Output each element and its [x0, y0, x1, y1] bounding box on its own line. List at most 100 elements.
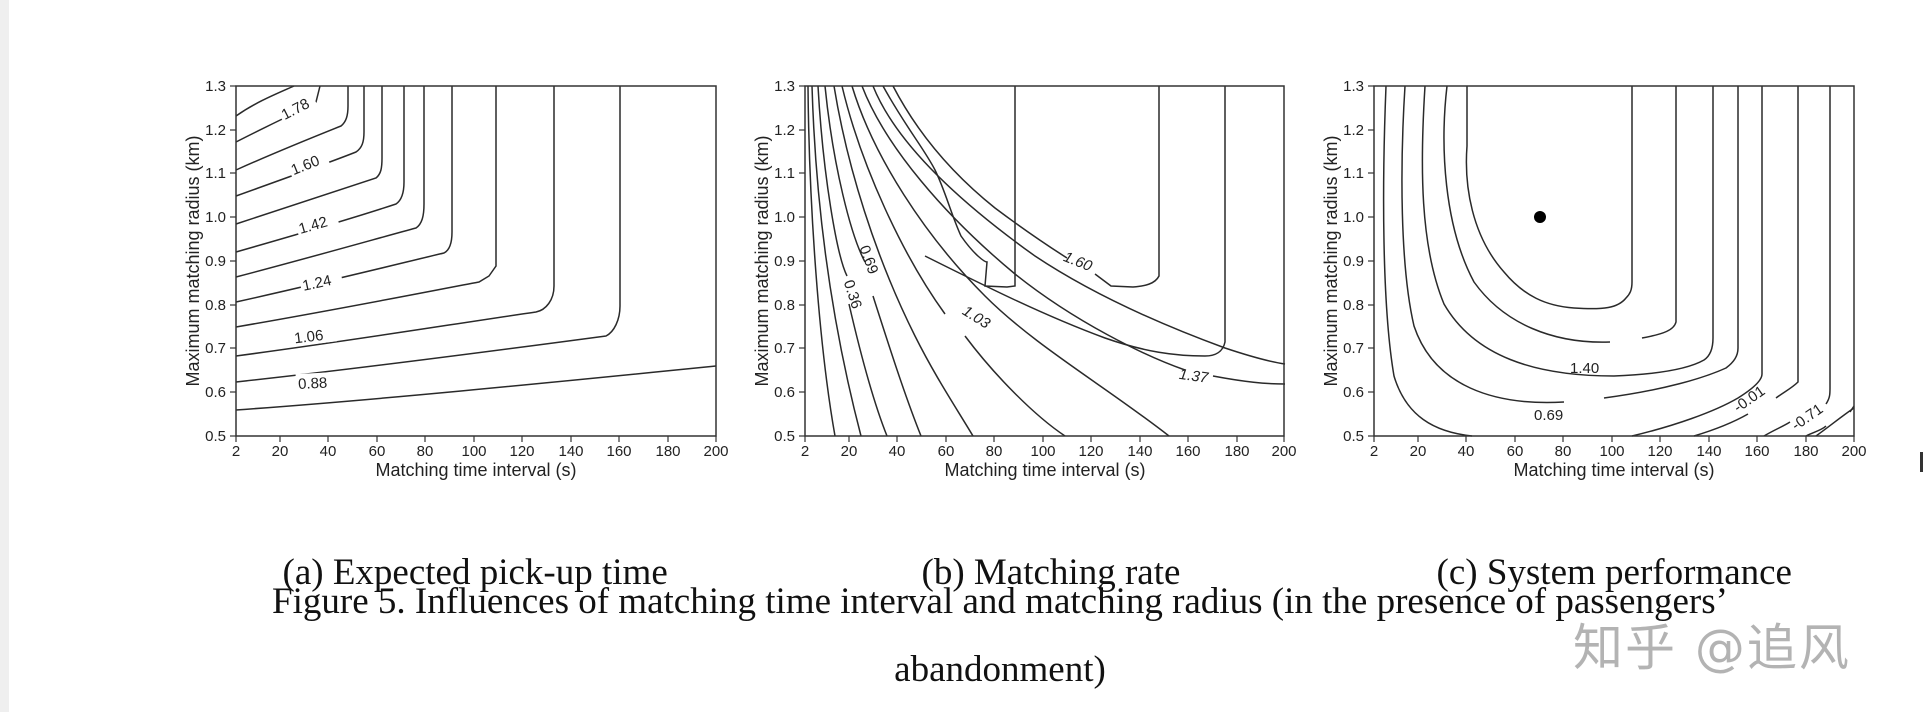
svg-text:Maximum matching radius (km): Maximum matching radius (km): [752, 135, 772, 386]
subcaption-c-label: (c): [1436, 552, 1478, 593]
svg-text:1.06: 1.06: [293, 327, 324, 347]
svg-text:1.2: 1.2: [205, 122, 226, 139]
svg-text:0.6: 0.6: [774, 384, 795, 401]
svg-text:0.8: 0.8: [205, 297, 226, 314]
svg-text:200: 200: [1271, 443, 1296, 460]
subcaption-a: (a) Expected pick-up time: [264, 508, 668, 594]
subcaption-b: (b) Matching rate: [903, 508, 1181, 594]
svg-text:2: 2: [1370, 443, 1378, 460]
svg-text:140: 140: [558, 443, 583, 460]
svg-text:60: 60: [1507, 443, 1524, 460]
svg-text:20: 20: [1410, 443, 1427, 460]
subcaption-b-label: (b): [921, 552, 965, 593]
svg-text:120: 120: [1078, 443, 1103, 460]
svg-text:2: 2: [801, 443, 809, 460]
svg-text:160: 160: [1744, 443, 1769, 460]
svg-text:80: 80: [1555, 443, 1572, 460]
contour-lines-c: [1382, 85, 1855, 437]
svg-text:1.3: 1.3: [205, 78, 226, 95]
svg-text:80: 80: [986, 443, 1003, 460]
svg-text:0.7: 0.7: [1343, 340, 1364, 357]
page-edge-mark: [1920, 452, 1923, 472]
svg-text:0.5: 0.5: [1343, 428, 1364, 445]
figure-caption-line2: abandonment): [894, 649, 1106, 690]
svg-text:80: 80: [417, 443, 434, 460]
subcaption-a-label: (a): [282, 552, 324, 593]
svg-text:200: 200: [703, 443, 728, 460]
svg-text:0.69: 0.69: [1534, 407, 1563, 424]
contour-plot-a: 1.78 1.60 1.42 1.24 1.06 0.88 0.5 0.6 0.…: [183, 78, 729, 480]
svg-text:100: 100: [461, 443, 486, 460]
optimum-point-marker: [1534, 211, 1546, 223]
svg-text:-0.01: -0.01: [1731, 383, 1769, 417]
contour-labels-a: 1.78 1.60 1.42 1.24 1.06 0.88: [276, 91, 344, 394]
svg-text:0.7: 0.7: [774, 340, 795, 357]
svg-text:1.0: 1.0: [1343, 209, 1364, 226]
x-axis-a: 2 20 40 60 80 100 120 140 160 180 200 Ma…: [232, 436, 729, 480]
svg-text:20: 20: [272, 443, 289, 460]
x-axis-c: 2 20 40 60 80 100 120 140 160 180 200 Ma…: [1370, 436, 1867, 480]
svg-text:140: 140: [1696, 443, 1721, 460]
svg-text:0.36: 0.36: [840, 278, 865, 311]
zhihu-watermark: 知乎 @追风: [1573, 619, 1851, 677]
svg-text:1.37: 1.37: [1178, 366, 1210, 387]
svg-text:Matching time interval (s): Matching time interval (s): [1513, 460, 1714, 480]
svg-text:1.3: 1.3: [1343, 78, 1364, 95]
svg-text:1.60: 1.60: [289, 152, 322, 179]
panel-c-system-performance: 1.40 0.69 -0.01 -0.71 0.5 0.6 0.7 0.8 0.…: [1138, 0, 1898, 505]
figure-caption-line1: Figure 5. Influences of matching time in…: [272, 581, 1728, 622]
svg-text:1.03: 1.03: [959, 302, 993, 332]
svg-text:1.0: 1.0: [774, 209, 795, 226]
svg-text:1.2: 1.2: [774, 122, 795, 139]
subcaption-c: (c) System performance: [1418, 508, 1792, 594]
svg-text:1.1: 1.1: [205, 165, 226, 182]
plot-frame-c: [1373, 85, 1855, 437]
svg-text:1.3: 1.3: [774, 78, 795, 95]
svg-text:1.2: 1.2: [1343, 122, 1364, 139]
subcaption-c-title: System performance: [1486, 552, 1792, 593]
svg-text:1.0: 1.0: [205, 209, 226, 226]
svg-text:2: 2: [232, 443, 240, 460]
svg-text:0.6: 0.6: [1343, 384, 1364, 401]
svg-text:Maximum matching radius (km): Maximum matching radius (km): [1321, 135, 1341, 386]
svg-text:40: 40: [1458, 443, 1475, 460]
svg-text:Matching time interval (s): Matching time interval (s): [944, 460, 1145, 480]
svg-text:40: 40: [320, 443, 337, 460]
svg-text:1.1: 1.1: [1343, 165, 1364, 182]
svg-text:40: 40: [889, 443, 906, 460]
svg-text:20: 20: [841, 443, 858, 460]
subcaption-b-title: Matching rate: [973, 552, 1181, 593]
svg-text:60: 60: [938, 443, 955, 460]
svg-text:60: 60: [369, 443, 386, 460]
svg-text:180: 180: [655, 443, 680, 460]
svg-text:1.1: 1.1: [774, 165, 795, 182]
svg-text:140: 140: [1127, 443, 1152, 460]
svg-text:0.88: 0.88: [298, 375, 328, 394]
svg-text:1.42: 1.42: [297, 213, 330, 237]
y-axis-a: 0.5 0.6 0.7 0.8 0.9 1.0 1.1 1.2 1.3 Maxi…: [183, 78, 236, 445]
svg-text:0.5: 0.5: [774, 428, 795, 445]
svg-text:120: 120: [509, 443, 534, 460]
svg-text:1.40: 1.40: [1570, 360, 1599, 377]
svg-text:180: 180: [1793, 443, 1818, 460]
contour-plot-b: 0.36 0.69 1.03 1.37 1.60 0.5 0.6 0.7 0.8…: [752, 78, 1297, 480]
svg-text:0.7: 0.7: [205, 340, 226, 357]
svg-text:Matching time interval (s): Matching time interval (s): [375, 460, 576, 480]
svg-text:0.8: 0.8: [1343, 297, 1364, 314]
contour-lines-b: [807, 85, 1286, 437]
y-axis-c: 0.5 0.6 0.7 0.8 0.9 1.0 1.1 1.2 1.3 Maxi…: [1321, 78, 1374, 445]
svg-text:200: 200: [1841, 443, 1866, 460]
svg-text:Maximum matching radius (km): Maximum matching radius (km): [183, 135, 203, 386]
panel-b-matching-rate: 0.36 0.69 1.03 1.37 1.60 0.5 0.6 0.7 0.8…: [569, 0, 1329, 505]
svg-text:0.8: 0.8: [774, 297, 795, 314]
page-margin-strip: [0, 0, 9, 712]
svg-text:0.6: 0.6: [205, 384, 226, 401]
svg-text:160: 160: [606, 443, 631, 460]
x-axis-b: 2 20 40 60 80 100 120 140 160 180 200 Ma…: [801, 436, 1297, 480]
subcaption-a-title: Expected pick-up time: [332, 552, 668, 593]
svg-text:1.60: 1.60: [1061, 248, 1095, 275]
svg-text:0.9: 0.9: [1343, 253, 1364, 270]
svg-text:180: 180: [1224, 443, 1249, 460]
svg-text:1.24: 1.24: [301, 272, 333, 295]
svg-text:120: 120: [1647, 443, 1672, 460]
